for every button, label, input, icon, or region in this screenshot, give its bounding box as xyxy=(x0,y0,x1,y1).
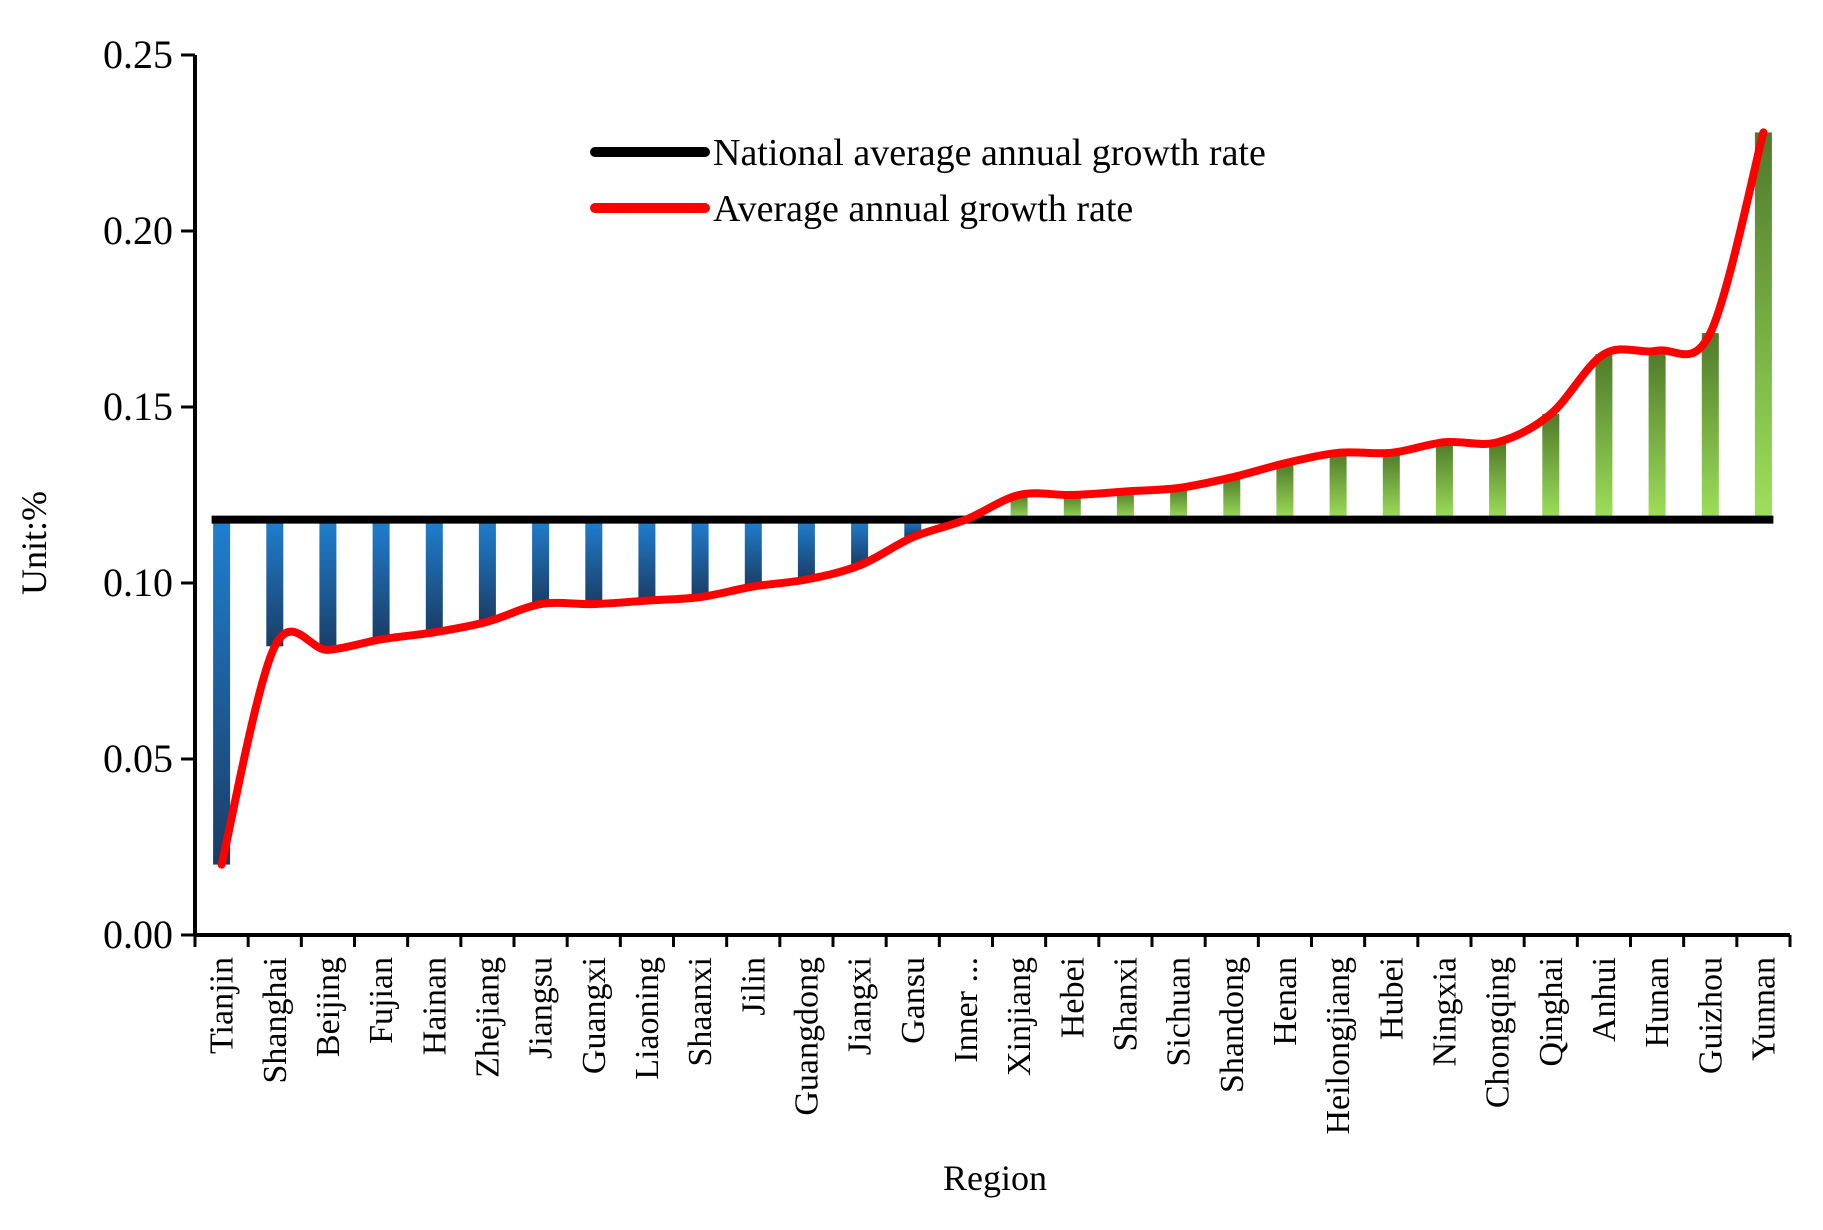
x-axis-title: Region xyxy=(943,1158,1047,1198)
bar-shandong xyxy=(1223,477,1241,520)
bar-guizhou xyxy=(1701,333,1719,520)
bar-chongqing xyxy=(1489,442,1507,520)
bar-ningxia xyxy=(1435,442,1453,520)
bar-beijing xyxy=(319,519,337,650)
bar-jiangsu xyxy=(532,519,550,605)
y-tick-label: 0.05 xyxy=(103,736,173,781)
x-tick-label: Fujian xyxy=(363,957,400,1044)
x-tick-label: Chongqing xyxy=(1480,957,1517,1108)
x-tick-label: Heilongjiang xyxy=(1320,957,1357,1135)
bar-jiangxi xyxy=(851,519,869,566)
y-tick-label: 0.25 xyxy=(103,32,173,77)
x-tick-label: Xinjiang xyxy=(1001,957,1038,1076)
x-tick-label: Inner ... xyxy=(948,957,985,1063)
x-tick-label: Shaanxi xyxy=(682,957,719,1067)
bar-hainan xyxy=(425,519,443,633)
bar-guangdong xyxy=(797,519,815,580)
x-tick-label: Tianjin xyxy=(204,957,241,1054)
x-tick-label: Guangxi xyxy=(576,957,613,1074)
bar-tianjin xyxy=(213,519,231,865)
bar-liaoning xyxy=(638,519,656,601)
x-tick-label: Beijing xyxy=(310,957,347,1057)
y-tick-label: 0.15 xyxy=(103,384,173,429)
x-tick-label: Jiangxi xyxy=(842,957,879,1055)
x-tick-label: Yunnan xyxy=(1745,957,1782,1061)
x-tick-label: Hainan xyxy=(416,957,453,1055)
bar-xinjiang xyxy=(1010,495,1028,520)
bar-yunnan xyxy=(1754,132,1772,520)
bar-hebei xyxy=(1063,495,1081,520)
legend-label-national: National average annual growth rate xyxy=(713,132,1266,174)
bar-anhui xyxy=(1595,354,1613,520)
bar-shanghai xyxy=(266,519,284,647)
x-tick-label: Qinghai xyxy=(1533,957,1570,1067)
x-tick-label: Guizhou xyxy=(1692,957,1729,1074)
bar-shanxi xyxy=(1116,491,1134,520)
x-tick-label: Ningxia xyxy=(1426,957,1463,1067)
x-tick-label: Liaoning xyxy=(629,957,666,1080)
x-tick-label: Gansu xyxy=(895,957,932,1044)
bar-hubei xyxy=(1382,452,1400,520)
average-growth-curve xyxy=(217,128,1768,869)
x-tick-label: Shanxi xyxy=(1107,957,1144,1051)
x-tick-label: Guangdong xyxy=(788,957,825,1116)
bar-qinghai xyxy=(1542,414,1560,520)
bar-guangxi xyxy=(585,519,603,605)
y-tick-label: 0.20 xyxy=(103,208,173,253)
x-tick-label: Shandong xyxy=(1214,957,1251,1093)
x-tick-label: Henan xyxy=(1267,957,1304,1046)
x-tick-label: Hebei xyxy=(1054,957,1091,1038)
x-tick-label: Hubei xyxy=(1373,957,1410,1040)
legend-label-average: Average annual growth rate xyxy=(713,188,1133,230)
x-tick-label: Zhejiang xyxy=(469,957,506,1078)
y-tick-label: 0.10 xyxy=(103,560,173,605)
bar-jilin xyxy=(744,519,762,587)
x-tick-label: Hunan xyxy=(1639,957,1676,1048)
bar-zhejiang xyxy=(478,519,496,622)
x-tick-label: Shanghai xyxy=(257,957,294,1084)
x-tick-label: Sichuan xyxy=(1161,957,1198,1067)
bar-sichuan xyxy=(1170,488,1188,520)
bar-shaanxi xyxy=(691,519,709,597)
bar-henan xyxy=(1276,463,1294,520)
bar-fujian xyxy=(372,519,390,640)
y-axis-title: Unit:% xyxy=(14,491,54,595)
y-tick-label: 0.00 xyxy=(103,912,173,957)
x-tick-label: Anhui xyxy=(1586,957,1623,1042)
bar-heilongjiang xyxy=(1329,452,1347,520)
x-tick-label: Jiangsu xyxy=(523,957,560,1059)
x-tick-label: Jilin xyxy=(735,957,772,1016)
bar-hunan xyxy=(1648,350,1666,520)
